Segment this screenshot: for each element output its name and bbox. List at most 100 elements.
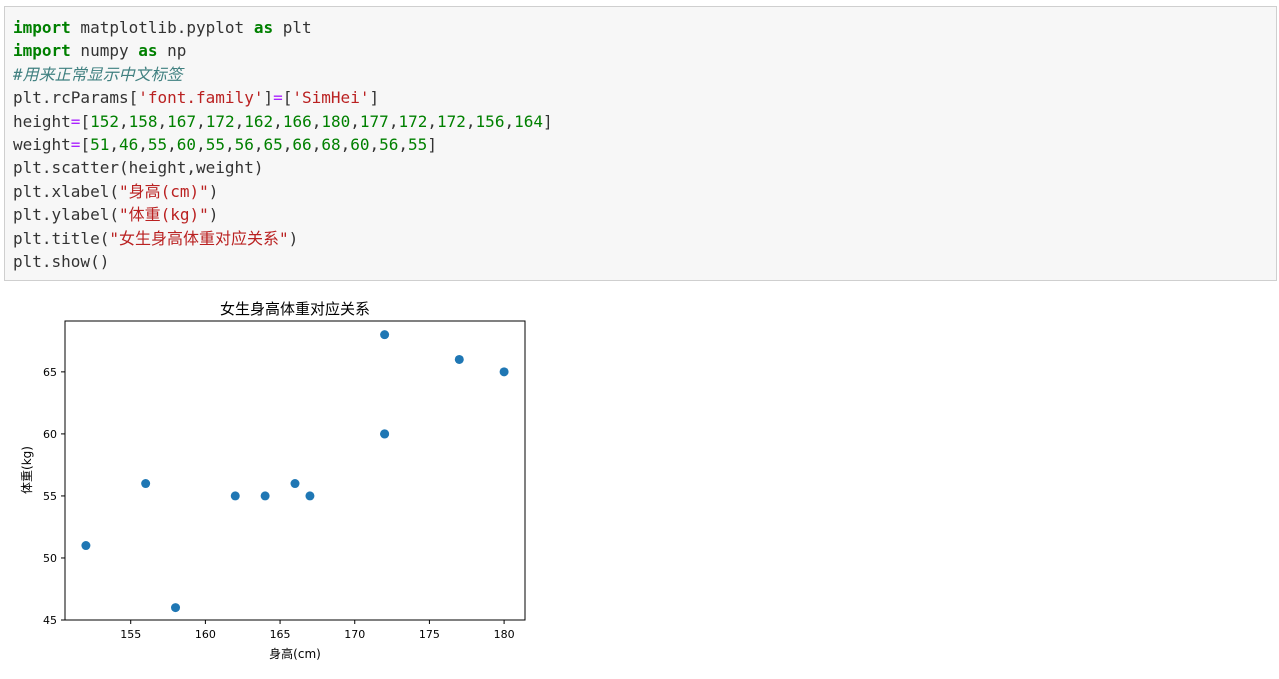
code-line: plt.show() [13, 250, 553, 273]
plot-area [64, 320, 526, 621]
scatter-point [290, 479, 300, 489]
scatter-point [81, 541, 91, 551]
y-axis-label: 体重(kg) [20, 446, 34, 494]
scatter-chart: 女生身高体重对应关系 155 160 165 170 175 180 45 50 55 60 65… [20, 300, 526, 661]
code-token: 46 [118, 134, 139, 154]
code-token: as [253, 18, 274, 37]
code-token: , [167, 134, 177, 154]
code-token: [ [80, 111, 91, 131]
code-token: 'SimHei' [292, 88, 370, 108]
code-token: 158 [128, 111, 158, 131]
code-token: , [311, 134, 322, 154]
code-token: , [388, 111, 399, 131]
y-tick-label: 65 [43, 366, 57, 379]
code-token: "体重(kg)" [118, 205, 209, 225]
code-line: plt.rcParams['font.family']=['SimHei'] [13, 86, 553, 109]
code-token: import [13, 41, 71, 61]
code-token: , [273, 111, 283, 131]
scatter-point [230, 491, 240, 501]
code-token: 180 [321, 111, 351, 131]
output-area: 女生身高体重对应关系 155 160 165 170 175 180 45 50 55 60 65… [0, 290, 560, 670]
code-token: 162 [244, 111, 274, 131]
code-token: ) [208, 205, 219, 225]
code-token: , [224, 134, 235, 154]
code-token: 172 [205, 111, 235, 131]
code-token: "女生身高体重对应关系" [109, 228, 289, 248]
code-line: #用来正常显示中文标签 [13, 63, 553, 86]
code-token: import [13, 18, 71, 37]
code-token: 156 [475, 111, 505, 131]
scatter-point [260, 491, 270, 501]
code-token: 56 [379, 134, 399, 154]
code-token: 152 [90, 111, 119, 131]
code-token: , [311, 111, 322, 131]
code-token: plt.scatter(height,weight) [13, 158, 264, 178]
code-token: matplotlib.pyplot [70, 18, 254, 37]
code-token: 66 [292, 134, 312, 154]
x-tick-label: 180 [494, 628, 515, 641]
code-editor[interactable]: import matplotlib.pyplot as plt import nu… [13, 16, 553, 273]
code-token: = [70, 134, 81, 154]
code-token: , [196, 134, 206, 154]
code-token: weight [13, 134, 71, 154]
code-token: , [350, 111, 360, 131]
code-token: #用来正常显示中文标签 [13, 64, 183, 84]
x-axis-label: 身高(cm) [269, 646, 321, 661]
code-token: 166 [282, 111, 312, 131]
code-token: , [465, 111, 476, 131]
code-token: 167 [167, 111, 197, 131]
scatter-point [380, 429, 390, 439]
code-token: , [157, 111, 168, 131]
code-cell[interactable]: import matplotlib.pyplot as plt import nu… [4, 6, 1277, 281]
y-tick-label: 50 [43, 552, 57, 565]
code-token: [ [80, 134, 91, 154]
code-line: plt.scatter(height,weight) [13, 156, 553, 179]
x-tick-label: 155 [120, 628, 141, 641]
code-token: , [196, 111, 206, 131]
code-token: ] [263, 88, 274, 108]
code-token: ) [288, 228, 299, 248]
code-token: = [273, 88, 283, 108]
code-token: plt.show() [13, 251, 110, 271]
code-token: numpy [70, 41, 139, 61]
code-token: ) [208, 181, 219, 201]
code-token: 56 [234, 134, 254, 154]
code-token: 55 [408, 134, 428, 154]
scatter-point [305, 491, 315, 501]
y-tick-label: 45 [43, 614, 57, 627]
y-tick-label: 60 [43, 428, 57, 441]
code-token: 172 [398, 111, 428, 131]
code-token: 177 [359, 111, 389, 131]
code-token: , [340, 134, 351, 154]
code-token: 'font.family' [138, 88, 264, 108]
code-token: plt.title( [13, 228, 110, 248]
x-tick-label: 165 [270, 628, 291, 641]
code-token: plt.ylabel( [13, 205, 119, 225]
code-line: height=[152,158,167,172,162,166,180,177,… [13, 110, 553, 133]
code-token: , [118, 111, 129, 131]
scatter-point [499, 367, 509, 377]
code-token: , [253, 134, 264, 154]
code-token: 55 [205, 134, 225, 154]
code-token: , [138, 134, 148, 154]
code-token: , [398, 134, 409, 154]
code-token: , [234, 111, 245, 131]
code-line: import numpy as np [13, 39, 553, 62]
code-token: 51 [90, 134, 110, 154]
code-line: import matplotlib.pyplot as plt [13, 16, 553, 39]
code-token: np [157, 41, 187, 61]
code-token: , [504, 111, 515, 131]
code-token: plt.rcParams[ [13, 88, 139, 108]
code-token: 55 [147, 134, 168, 154]
code-token: [ [282, 88, 293, 108]
scatter-point [171, 603, 181, 613]
x-tick-label: 175 [419, 628, 440, 641]
code-line: plt.title("女生身高体重对应关系") [13, 227, 553, 250]
code-line: plt.xlabel("身高(cm)") [13, 180, 553, 203]
code-token: 60 [176, 134, 197, 154]
code-token: , [282, 134, 293, 154]
scatter-point [380, 330, 390, 340]
scatter-point [141, 479, 151, 489]
data-points [81, 330, 509, 613]
code-line: weight=[51,46,55,60,55,56,65,66,68,60,56… [13, 133, 553, 156]
